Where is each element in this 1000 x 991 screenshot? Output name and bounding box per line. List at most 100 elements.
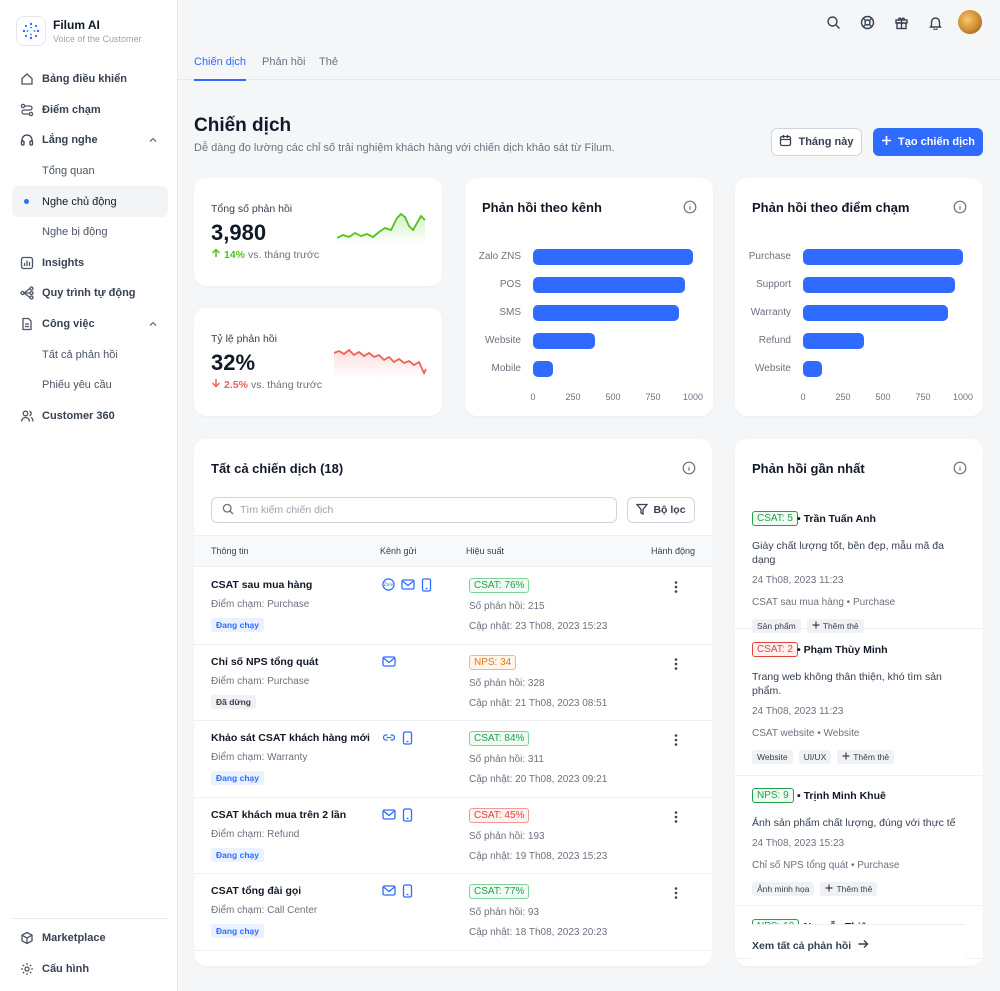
campaign-name[interactable]: CSAT khách mua trên 2 lần: [211, 808, 347, 821]
user-avatar[interactable]: [958, 10, 982, 34]
list-item[interactable]: NPS: 9 • Trịnh Minh Khuê Ảnh sản phẩm chất…: [735, 788, 983, 906]
create-campaign-button[interactable]: Tạo chiến dịch: [873, 128, 983, 156]
bar-mark[interactable]: [803, 333, 864, 349]
bell-icon[interactable]: [924, 11, 946, 33]
sidebar-item-overview[interactable]: Tổng quan: [42, 165, 95, 178]
more-vertical-icon[interactable]: [670, 810, 682, 827]
x-tick-label: 250: [565, 392, 581, 402]
mobile-icon: [421, 578, 432, 595]
sidebar-item-customer-360[interactable]: Customer 360: [12, 401, 168, 432]
campaign-name[interactable]: CSAT tổng đài gọi: [211, 885, 302, 897]
tab-tags[interactable]: Thẻ: [319, 56, 338, 68]
x-tick-label: 250: [835, 392, 851, 402]
tag-chip[interactable]: Ảnh minh họa: [752, 882, 815, 896]
bar-mark[interactable]: [533, 361, 553, 377]
sidebar-item-settings[interactable]: Cấu hình: [12, 954, 168, 985]
brand[interactable]: Filum AI Voice of the Customer: [16, 16, 142, 46]
table-row[interactable]: CSAT sau mua hàng Điểm chạm: Purchase Đang…: [194, 568, 712, 645]
stat-label: Tổng số phản hồi: [211, 203, 293, 215]
campaign-name[interactable]: Chỉ số NPS tổng quát: [211, 655, 319, 668]
bar-mark[interactable]: [803, 249, 963, 265]
info-icon[interactable]: [682, 461, 696, 478]
table-row[interactable]: Chỉ số NPS tổng quát Điểm chạm: Purchase Đ…: [194, 645, 712, 721]
bar-category-label: Support: [755, 279, 791, 290]
feedback-text: Trang web không thân thiện, khó tìm sản …: [752, 671, 942, 697]
more-vertical-icon[interactable]: [670, 657, 682, 674]
bar-mark[interactable]: [533, 277, 685, 293]
table-row[interactable]: CSAT tổng đài gọi Điểm chạm: Call Center Đ…: [194, 874, 712, 951]
info-icon[interactable]: [953, 200, 967, 217]
headset-icon: [20, 133, 34, 147]
tag-chip[interactable]: Sản phẩm: [752, 619, 801, 633]
feedback-touchpoint: Purchase: [852, 597, 896, 608]
chart-icon: [20, 256, 34, 270]
tag-chip[interactable]: UI/UX: [798, 750, 832, 764]
page-description: Dễ dàng đo lường các chỉ số trải nghiệm …: [194, 142, 615, 154]
tag-chip[interactable]: Website: [752, 750, 793, 764]
list-item[interactable]: CSAT: 2 • Phạm Thùy Minh Trang web không t…: [735, 642, 983, 776]
feedback-source: Chỉ số NPS tổng quát • Purchase: [752, 860, 899, 871]
bar-mark[interactable]: [533, 305, 679, 321]
brand-name: Filum AI: [53, 18, 100, 32]
table-row[interactable]: Khảo sát CSAT khách hàng mới Điểm chạm: W…: [194, 721, 712, 798]
sidebar-item-insights[interactable]: Insights: [12, 248, 168, 279]
info-icon[interactable]: [953, 461, 967, 478]
search-icon[interactable]: [822, 11, 844, 33]
add-tag-button[interactable]: Thêm thẻ: [820, 882, 878, 896]
channel-icons: [382, 731, 413, 748]
campaign-name[interactable]: CSAT sau mua hàng: [211, 579, 313, 591]
customer-name-text: Phạm Thùy Minh: [803, 644, 888, 656]
add-tag-button[interactable]: Thêm thẻ: [837, 750, 895, 764]
sidebar-item-active-listening[interactable]: Nghe chủ động: [12, 186, 168, 217]
customer-name[interactable]: • Phạm Thùy Minh: [797, 644, 888, 656]
performance-badge: CSAT: 77%: [469, 884, 530, 899]
plus-icon: [825, 884, 833, 894]
tab-campaigns[interactable]: Chiến dịch: [194, 56, 246, 81]
sidebar-item-tickets[interactable]: Phiếu yêu cầu: [42, 379, 112, 392]
bar-mark[interactable]: [533, 249, 693, 265]
score-badge: CSAT: 2: [752, 642, 798, 657]
sidebar-item-automation[interactable]: Quy trình tự động: [12, 278, 168, 309]
sidebar-item-marketplace[interactable]: Marketplace: [12, 923, 168, 954]
feedback-campaign: CSAT sau mua hàng: [752, 597, 844, 608]
info-icon[interactable]: [683, 200, 697, 217]
more-vertical-icon[interactable]: [670, 886, 682, 903]
x-tick-label: 1000: [682, 392, 704, 402]
sidebar-item-listening[interactable]: Lắng nghe: [12, 125, 168, 156]
sidebar-item-all-feedback[interactable]: Tất cả phản hồi: [42, 348, 118, 361]
arrow-right-icon: [857, 938, 869, 953]
customer-name[interactable]: • Trịnh Minh Khuê: [797, 790, 886, 802]
bar-category-label: POS: [499, 279, 521, 290]
bar-mark[interactable]: [803, 305, 948, 321]
gift-icon[interactable]: [890, 11, 912, 33]
feedback-source: CSAT website • Website: [752, 728, 859, 739]
table-row[interactable]: CSAT khách mua trên 2 lần Điểm chạm: Refu…: [194, 798, 712, 874]
see-all-feedback-link[interactable]: Xem tất cả phản hồi: [752, 924, 966, 966]
add-tag-button[interactable]: Thêm thẻ: [806, 619, 864, 633]
bar-mark[interactable]: [803, 277, 955, 293]
feedback-date: 24 Th08, 2023 15:23: [752, 838, 845, 849]
more-vertical-icon[interactable]: [670, 733, 682, 750]
bullet: •: [797, 644, 804, 656]
filter-button[interactable]: Bộ lọc: [627, 497, 695, 523]
bar-mark[interactable]: [533, 333, 596, 349]
more-vertical-icon[interactable]: [670, 580, 682, 597]
help-lifebuoy-icon[interactable]: [856, 11, 878, 33]
campaign-search-input[interactable]: Tìm kiếm chiến dịch: [211, 497, 617, 523]
sidebar-item-tasks[interactable]: Công việc: [12, 309, 168, 340]
sidebar-item-passive-listening[interactable]: Nghe bị động: [42, 226, 108, 239]
customer-name[interactable]: • Trần Tuấn Anh: [797, 513, 876, 525]
stat-value: 32%: [211, 350, 256, 375]
sidebar-item-dashboard[interactable]: Bảng điều khiển: [12, 64, 168, 95]
gear-icon: [20, 962, 34, 976]
month-filter-button[interactable]: Tháng này: [771, 128, 862, 156]
channel-icons: [382, 655, 396, 671]
campaign-name[interactable]: Khảo sát CSAT khách hàng mới: [211, 732, 370, 744]
stat-delta-text: vs. tháng trước: [250, 378, 323, 391]
sidebar-item-label: Bảng điều khiển: [42, 73, 127, 86]
bar-mark[interactable]: [803, 361, 823, 377]
sidebar-item-touchpoints[interactable]: Điểm chạm: [12, 95, 168, 126]
updated-at: Cập nhật: 23 Th08, 2023 15:23: [469, 621, 608, 632]
list-item[interactable]: CSAT: 5 • Trần Tuấn Anh Giày chất lượng tố…: [735, 511, 983, 633]
tab-feedback[interactable]: Phản hồi: [262, 56, 306, 68]
